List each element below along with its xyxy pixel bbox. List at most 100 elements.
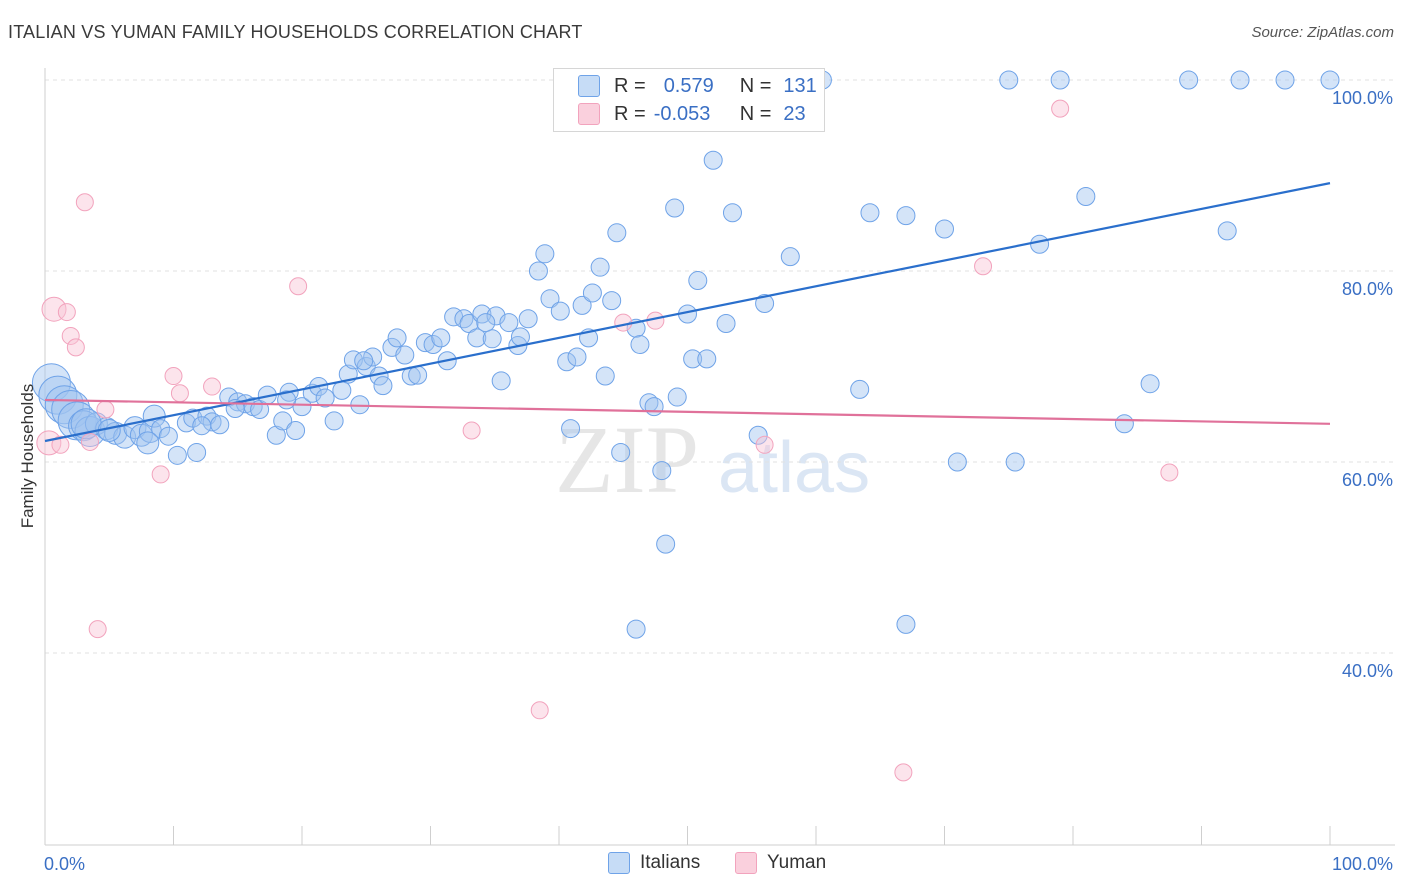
italians-point <box>667 387 687 407</box>
legend-r-value: -0.053 <box>653 102 711 125</box>
watermark-atlas: atlas <box>718 428 870 508</box>
italians-point <box>561 419 581 439</box>
italians-point <box>611 442 631 462</box>
italians-point <box>665 198 685 218</box>
legend-row-yuman: R = -0.053 N = 23 <box>578 101 806 127</box>
italians-point <box>703 150 723 170</box>
italians-point <box>136 431 160 455</box>
yuman-points <box>36 99 1179 782</box>
italians-point <box>273 411 293 431</box>
italians-point <box>582 283 602 303</box>
axes <box>44 68 1395 846</box>
legend-n-label: N = <box>739 74 772 97</box>
italians-point <box>210 415 230 435</box>
italians-point <box>1275 70 1295 90</box>
yuman-point <box>289 277 308 296</box>
correlation-legend: R = 0.579 N = 131 R = -0.053 N = 23 <box>553 68 825 132</box>
italians-point <box>467 328 487 348</box>
italians-point <box>630 335 650 355</box>
yuman-point <box>66 338 85 357</box>
italians-point <box>535 244 555 264</box>
italians-point <box>999 70 1019 90</box>
yuman-point <box>755 435 774 454</box>
italians-point <box>1114 414 1134 434</box>
italians-point <box>567 347 587 367</box>
italians-point <box>167 445 187 465</box>
yuman-point <box>894 763 913 782</box>
italians-point <box>324 411 344 431</box>
italians-point <box>510 327 530 347</box>
italians-point <box>683 349 703 369</box>
italians-point <box>354 351 374 371</box>
italians-point <box>408 365 428 385</box>
italians-point <box>652 461 672 481</box>
yuman-point <box>462 421 481 440</box>
yuman-point <box>36 430 62 456</box>
legend-r-label: R = <box>614 102 646 125</box>
yuman-point <box>61 326 80 345</box>
italians-point <box>656 534 676 554</box>
yuman-point <box>57 303 76 322</box>
italians-point <box>644 397 664 417</box>
yuman-point <box>51 435 70 454</box>
legend-n-label: N = <box>739 102 772 125</box>
yuman-point <box>80 432 99 451</box>
italians-point <box>528 261 548 281</box>
italians-point <box>595 366 615 386</box>
italians-point <box>202 412 222 432</box>
yuman-trend-line <box>44 398 1331 425</box>
italians-point <box>626 619 646 639</box>
italians-point <box>158 426 178 446</box>
yuman-point <box>41 296 67 322</box>
x-tick-label: 0.0% <box>44 854 85 874</box>
italians-point <box>1217 221 1237 241</box>
italians-point <box>415 333 435 353</box>
italians-point <box>896 614 916 634</box>
legend-r-label: R = <box>614 74 646 97</box>
legend-label-yuman: Yuman <box>767 852 827 873</box>
yuman-point <box>170 384 189 403</box>
yuman-point <box>96 400 115 419</box>
y-tick-label: 40.0% <box>1342 661 1393 681</box>
italians-point <box>716 314 736 334</box>
italians-point <box>286 420 306 440</box>
legend-r-value: 0.579 <box>663 74 714 97</box>
yuman-point <box>151 465 170 484</box>
y-tick-label: 60.0% <box>1342 470 1393 490</box>
legend-swatch-yuman <box>578 103 600 125</box>
yuman-point <box>203 377 222 396</box>
italians-point <box>129 423 153 447</box>
italians-point <box>557 352 577 372</box>
italians-point <box>947 452 967 472</box>
legend-swatch-italians <box>608 852 630 874</box>
legend-item-yuman[interactable]: Yuman <box>735 852 826 874</box>
legend-item-italians[interactable]: Italians <box>608 852 700 874</box>
italians-point <box>151 419 171 439</box>
italians-point <box>1320 70 1340 90</box>
italians-trend-line <box>44 182 1331 443</box>
italians-point <box>607 223 627 243</box>
italians-point <box>590 257 610 277</box>
italians-point <box>387 328 407 348</box>
italians-point <box>850 379 870 399</box>
y-axis-label: Family Households <box>18 383 37 529</box>
yuman-point <box>1160 463 1179 482</box>
italians-point <box>748 425 768 445</box>
source-label: Source: ZipAtlas.com <box>1251 24 1394 41</box>
italians-point <box>1230 70 1250 90</box>
italians-point <box>697 349 717 369</box>
italians-point <box>1140 374 1160 394</box>
italians-point <box>755 293 775 313</box>
italians-point <box>219 387 239 407</box>
italians-point <box>896 206 916 226</box>
italians-point <box>423 335 443 355</box>
yuman-point <box>1051 99 1070 118</box>
italians-point <box>187 442 207 462</box>
italians-point <box>266 425 286 445</box>
legend-row-italians: R = 0.579 N = 131 <box>578 73 817 99</box>
italians-point <box>1050 70 1070 90</box>
italians-point <box>1076 187 1096 207</box>
italians-point <box>431 328 451 348</box>
yuman-point <box>974 257 993 276</box>
italians-points <box>31 70 1340 639</box>
